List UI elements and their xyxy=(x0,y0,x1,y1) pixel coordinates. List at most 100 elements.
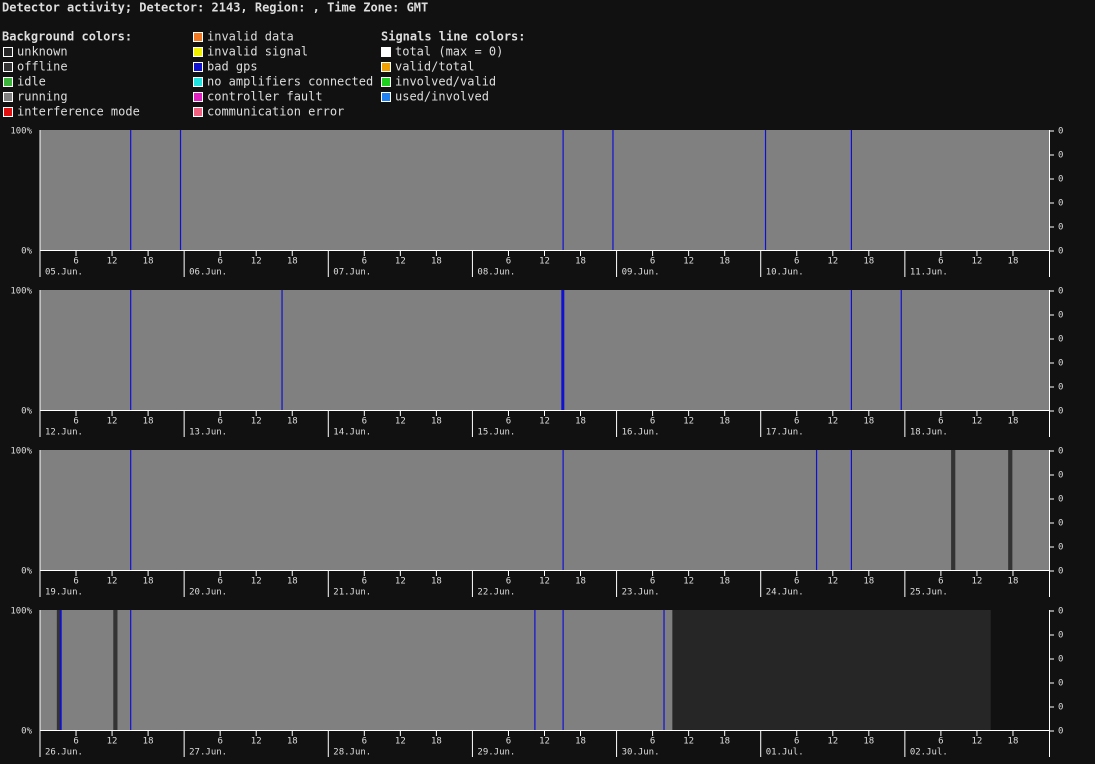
hour-label: 12 xyxy=(251,257,262,267)
y-right-label: 0 xyxy=(1058,223,1063,233)
y-left-label: 100% xyxy=(10,287,32,297)
hour-label: 6 xyxy=(650,257,655,267)
hour-label: 18 xyxy=(287,417,298,427)
hour-label: 18 xyxy=(863,257,874,267)
legend-title: Background colors: xyxy=(2,30,132,44)
hour-label: 6 xyxy=(362,737,367,747)
hour-label: 6 xyxy=(73,737,78,747)
hour-label: 18 xyxy=(287,577,298,587)
day-label: 13.Jun. xyxy=(189,428,227,438)
hour-label: 12 xyxy=(251,737,262,747)
hour-label: 6 xyxy=(506,577,511,587)
day-label: 10.Jun. xyxy=(766,268,804,278)
hour-label: 12 xyxy=(251,577,262,587)
y-right-label: 0 xyxy=(1058,311,1063,321)
hour-label: 12 xyxy=(395,417,406,427)
hour-label: 18 xyxy=(143,577,154,587)
legend-swatch xyxy=(193,77,203,87)
legend-swatch xyxy=(3,47,13,57)
hour-label: 12 xyxy=(107,577,118,587)
hour-label: 18 xyxy=(431,417,442,427)
hour-label: 6 xyxy=(217,577,222,587)
hour-label: 12 xyxy=(107,737,118,747)
legend-label: running xyxy=(17,90,68,104)
y-left-label: 100% xyxy=(10,607,32,617)
hour-label: 18 xyxy=(287,737,298,747)
legend-label: involved/valid xyxy=(395,75,496,89)
hour-label: 12 xyxy=(972,257,983,267)
state-interval xyxy=(764,130,767,250)
state-interval xyxy=(663,610,665,730)
hour-label: 12 xyxy=(395,737,406,747)
hour-label: 18 xyxy=(575,737,586,747)
day-label: 23.Jun. xyxy=(622,588,660,598)
state-interval xyxy=(59,610,62,730)
hour-label: 12 xyxy=(539,417,550,427)
state-interval xyxy=(56,610,62,730)
day-label: 11.Jun. xyxy=(910,268,948,278)
legend-label: communication error xyxy=(207,105,344,119)
hour-label: 12 xyxy=(683,737,694,747)
state-interval xyxy=(130,290,132,410)
state-interval xyxy=(40,130,1049,250)
hour-label: 12 xyxy=(972,417,983,427)
hour-label: 6 xyxy=(938,577,943,587)
hour-label: 18 xyxy=(575,577,586,587)
hour-label: 6 xyxy=(794,417,799,427)
state-interval xyxy=(179,130,182,250)
legend-swatch xyxy=(193,32,203,42)
y-right-label: 0 xyxy=(1058,383,1063,393)
y-right-label: 0 xyxy=(1058,679,1063,689)
hour-label: 18 xyxy=(431,577,442,587)
y-right-label: 0 xyxy=(1058,607,1063,617)
legend-swatch xyxy=(193,107,203,117)
hour-label: 18 xyxy=(719,737,730,747)
legend-label: invalid data xyxy=(207,30,294,44)
hour-label: 18 xyxy=(143,417,154,427)
day-label: 25.Jun. xyxy=(910,588,948,598)
hour-label: 6 xyxy=(794,737,799,747)
day-label: 18.Jun. xyxy=(910,428,948,438)
hour-label: 6 xyxy=(794,577,799,587)
legend-label: interference mode xyxy=(17,105,140,119)
state-interval xyxy=(815,450,818,570)
hour-label: 6 xyxy=(938,257,943,267)
state-interval xyxy=(281,290,283,410)
hour-label: 12 xyxy=(539,577,550,587)
day-label: 22.Jun. xyxy=(477,588,515,598)
hour-label: 18 xyxy=(719,257,730,267)
day-label: 26.Jun. xyxy=(45,748,83,758)
hour-label: 6 xyxy=(506,417,511,427)
hour-label: 6 xyxy=(217,737,222,747)
day-label: 09.Jun. xyxy=(622,268,660,278)
day-label: 28.Jun. xyxy=(333,748,371,758)
y-right-label: 0 xyxy=(1058,727,1063,737)
state-interval xyxy=(561,290,565,410)
state-interval xyxy=(850,290,853,410)
legend-swatch xyxy=(193,47,203,57)
hour-label: 12 xyxy=(395,257,406,267)
day-label: 01.Jul. xyxy=(766,748,804,758)
hour-label: 6 xyxy=(73,577,78,587)
legend-swatch xyxy=(3,77,13,87)
day-label: 08.Jun. xyxy=(477,268,515,278)
state-interval xyxy=(850,130,853,250)
state-interval xyxy=(900,290,902,410)
state-interval xyxy=(850,450,853,570)
y-left-label: 0% xyxy=(21,727,32,737)
y-right-label: 0 xyxy=(1058,407,1063,417)
day-label: 05.Jun. xyxy=(45,268,83,278)
y-left-label: 0% xyxy=(21,407,32,417)
state-interval xyxy=(130,610,132,730)
day-label: 24.Jun. xyxy=(766,588,804,598)
legend-swatch xyxy=(193,62,203,72)
state-interval xyxy=(951,450,956,570)
hour-label: 18 xyxy=(1008,417,1019,427)
y-left-label: 0% xyxy=(21,567,32,577)
day-label: 07.Jun. xyxy=(333,268,371,278)
day-label: 20.Jun. xyxy=(189,588,227,598)
hour-label: 18 xyxy=(863,417,874,427)
y-right-label: 0 xyxy=(1058,175,1063,185)
